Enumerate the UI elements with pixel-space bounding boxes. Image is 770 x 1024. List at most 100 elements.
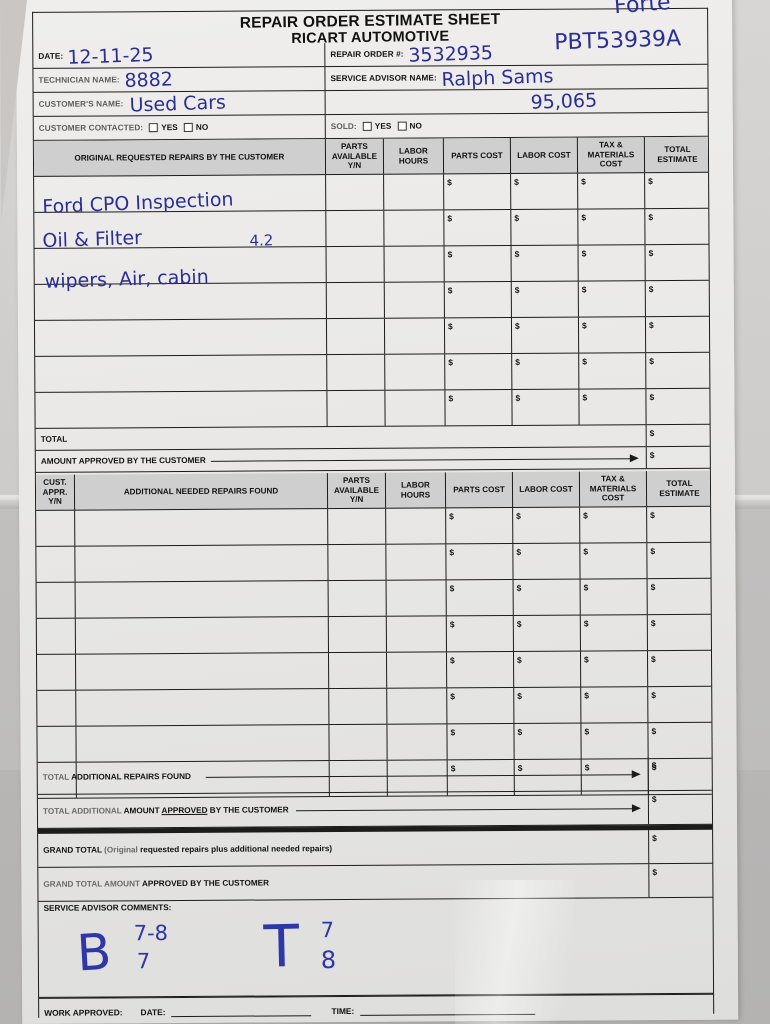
additional-cell[interactable]: [327, 544, 386, 581]
additional-cell[interactable]: [327, 508, 386, 545]
additional-cell[interactable]: $: [513, 687, 581, 723]
original-cell[interactable]: [325, 246, 384, 283]
additional-cell[interactable]: $: [512, 651, 581, 687]
original-cell[interactable]: [35, 319, 326, 356]
additional-cell[interactable]: $: [647, 722, 714, 759]
work-approved-date-input[interactable]: [171, 1005, 312, 1018]
additional-cell[interactable]: [74, 545, 328, 582]
additional-cell[interactable]: [327, 616, 386, 653]
additional-cell[interactable]: $: [646, 578, 713, 615]
additional-cell[interactable]: [37, 619, 75, 654]
additional-cell[interactable]: [385, 652, 447, 688]
additional-cell[interactable]: $: [580, 687, 648, 723]
additional-cell[interactable]: $: [646, 542, 713, 579]
original-cell[interactable]: [35, 355, 326, 392]
total-additional-found-value-cell[interactable]: $: [647, 756, 714, 791]
additional-cell[interactable]: $: [579, 579, 647, 615]
additional-cell[interactable]: $: [445, 615, 513, 652]
additional-cell[interactable]: [36, 511, 74, 546]
original-cell[interactable]: [35, 283, 326, 320]
additional-cell[interactable]: [75, 725, 329, 762]
original-cell[interactable]: $: [577, 209, 645, 245]
original-cell[interactable]: $: [443, 281, 511, 318]
original-cell[interactable]: $: [645, 352, 712, 389]
additional-cell[interactable]: [385, 544, 446, 580]
additional-cell[interactable]: [385, 580, 446, 616]
original-cell[interactable]: $: [644, 316, 712, 353]
original-cell[interactable]: $: [511, 389, 579, 425]
original-cell[interactable]: $: [644, 280, 711, 317]
additional-cell[interactable]: [37, 583, 75, 618]
additional-cell[interactable]: [328, 688, 387, 725]
original-cell[interactable]: $: [510, 209, 578, 245]
original-cell[interactable]: [384, 354, 445, 390]
work-approved-time-input[interactable]: [360, 1003, 536, 1016]
original-cell[interactable]: $: [444, 353, 512, 390]
original-cell[interactable]: $: [644, 208, 711, 245]
additional-cell[interactable]: $: [446, 687, 514, 724]
original-cell[interactable]: $: [444, 389, 512, 426]
original-cell[interactable]: [325, 174, 384, 211]
additional-cell[interactable]: $: [646, 506, 713, 543]
checkbox-contacted-yes[interactable]: [149, 123, 159, 133]
original-cell[interactable]: $: [511, 353, 579, 389]
additional-cell[interactable]: [75, 653, 329, 690]
technician-field[interactable]: TECHNICIAN NAME: 8882: [33, 67, 324, 92]
additional-cell[interactable]: $: [445, 579, 513, 616]
additional-cell[interactable]: $: [513, 723, 581, 759]
checkbox-sold-no[interactable]: [397, 121, 407, 131]
additional-cell[interactable]: $: [445, 507, 513, 544]
additional-cell[interactable]: [74, 581, 328, 618]
original-cell[interactable]: [325, 318, 385, 355]
service-advisor-field[interactable]: SERVICE ADVISOR NAME: Ralph Sams: [324, 65, 710, 90]
original-cell[interactable]: $: [577, 281, 645, 317]
original-cell[interactable]: [34, 211, 325, 248]
additional-cell[interactable]: $: [579, 543, 647, 579]
additional-cell[interactable]: $: [446, 723, 514, 760]
checkbox-contacted-no[interactable]: [183, 122, 193, 132]
original-cell[interactable]: [383, 210, 444, 246]
additional-cell[interactable]: [36, 547, 74, 582]
original-cell[interactable]: [326, 354, 385, 391]
date-field[interactable]: DATE: 12-11-25: [33, 43, 324, 68]
original-cell[interactable]: $: [510, 173, 578, 209]
original-cell[interactable]: [325, 210, 384, 247]
mileage-field[interactable]: 95,065: [324, 88, 710, 115]
original-cell[interactable]: $: [644, 172, 711, 209]
original-approved-value-cell[interactable]: $: [645, 446, 712, 469]
original-cell[interactable]: [34, 175, 325, 212]
additional-cell[interactable]: [37, 727, 75, 762]
additional-cell[interactable]: [37, 691, 75, 726]
original-cell[interactable]: $: [443, 209, 511, 246]
additional-cell[interactable]: [327, 580, 386, 617]
customer-name-field[interactable]: CUSTOMER'S NAME: Used Cars: [34, 91, 325, 116]
total-additional-approved-value-cell[interactable]: $: [647, 790, 715, 825]
original-cell[interactable]: [383, 318, 445, 354]
service-advisor-comments-area[interactable]: SERVICE ADVISOR COMMENTS: B 7-8 7 T 7 8: [38, 897, 714, 998]
original-cell[interactable]: [35, 247, 326, 284]
original-cell[interactable]: $: [645, 388, 712, 425]
additional-cell[interactable]: [37, 655, 75, 690]
original-cell[interactable]: $: [578, 389, 646, 425]
original-cell[interactable]: $: [510, 245, 578, 281]
additional-cell[interactable]: $: [579, 615, 647, 651]
additional-cell[interactable]: $: [512, 579, 580, 615]
additional-cell[interactable]: [385, 508, 446, 544]
original-cell[interactable]: [384, 390, 445, 426]
original-cell[interactable]: $: [644, 244, 711, 281]
original-cell[interactable]: $: [443, 173, 511, 210]
original-cell[interactable]: [383, 246, 444, 282]
grand-total-value-cell[interactable]: $: [648, 829, 715, 864]
additional-cell[interactable]: $: [580, 723, 648, 759]
additional-cell[interactable]: [386, 688, 447, 724]
additional-cell[interactable]: $: [647, 686, 714, 723]
additional-cell[interactable]: $: [579, 507, 647, 543]
additional-cell[interactable]: [75, 689, 329, 726]
original-cell[interactable]: $: [577, 245, 645, 281]
additional-cell[interactable]: [385, 616, 446, 652]
additional-cell[interactable]: $: [512, 615, 580, 651]
checkbox-sold-yes[interactable]: [362, 121, 372, 131]
additional-cell[interactable]: $: [445, 543, 513, 580]
original-cell[interactable]: $: [510, 281, 578, 317]
additional-cell[interactable]: $: [646, 650, 714, 687]
